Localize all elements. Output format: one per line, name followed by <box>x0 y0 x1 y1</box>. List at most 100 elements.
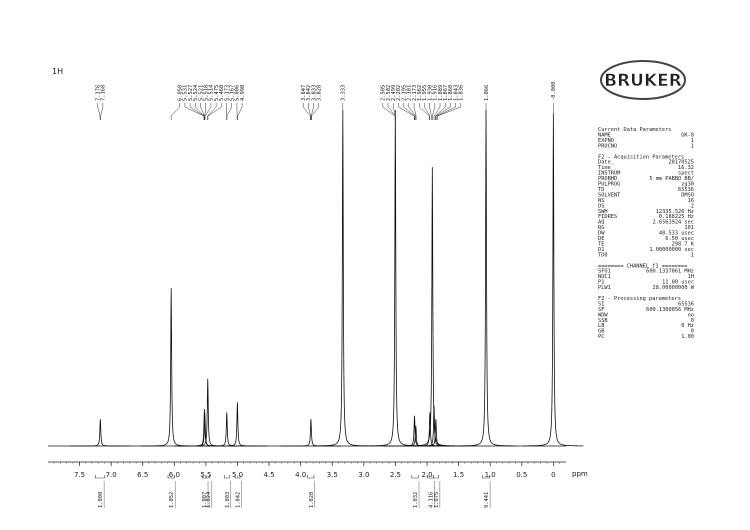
integral-bracket <box>205 475 211 479</box>
peak-label-leader <box>207 103 217 120</box>
integral-bracket <box>234 475 241 479</box>
integral-bracket <box>482 475 490 479</box>
parameter-value: 5 mm PABBO BB/ <box>649 176 694 182</box>
integral-bracket <box>167 475 175 479</box>
parameter-key: GB <box>598 329 604 335</box>
peak-label-leader <box>424 103 431 120</box>
parameter-value: 1 <box>691 143 694 149</box>
peak-label-leader <box>100 103 104 120</box>
parameter-value: 1 <box>691 252 694 258</box>
peak-label-leader <box>310 103 314 120</box>
parameter-value: 65536 <box>678 187 694 193</box>
parameter-key: DS <box>598 203 604 209</box>
peak-label-leader <box>170 103 180 120</box>
parameter-key: P1 <box>598 280 604 286</box>
x-tick-label: 1.0 <box>485 471 496 479</box>
peak-label: 6.050 <box>178 85 184 101</box>
parameter-value: 0 <box>691 318 694 324</box>
parameter-value: 0 Hz <box>681 323 694 329</box>
x-tick-label: 3.5 <box>327 471 338 479</box>
parameter-key: SSB <box>598 318 608 324</box>
peak-label-leader <box>413 103 417 120</box>
parameter-key: PROCNO <box>598 143 617 149</box>
x-tick-label: 0.5 <box>516 471 527 479</box>
peak-label-leader <box>207 103 222 120</box>
parameter-value: 2.6563924 sec <box>653 220 694 226</box>
integral-value: 1.075 <box>434 492 440 508</box>
peak-label-leader <box>432 103 436 120</box>
logo-ring <box>600 60 686 100</box>
integral-value: 1.052 <box>169 492 175 508</box>
parameter-key: D1 <box>598 247 604 253</box>
peak-label: 2.505 <box>381 85 387 101</box>
peak-label-leader <box>226 103 232 120</box>
parameter-key: SFO1 <box>598 269 611 275</box>
parameter-key: WDW <box>598 312 608 318</box>
peak-label: 5.468 <box>219 85 225 101</box>
parameter-value: 1.00000000 sec <box>649 247 694 253</box>
peak-label-leader <box>308 103 311 120</box>
peak-label: 5.527 <box>188 85 194 101</box>
peak-label-leader <box>403 103 415 120</box>
peak-label-leader <box>237 103 243 120</box>
parameter-key: Date_ <box>598 160 615 166</box>
parameter-key: LB <box>598 323 604 329</box>
parameter-key: TD <box>598 187 604 193</box>
parameter-key: PULPROG <box>598 182 620 188</box>
integral-value: 1.003 <box>225 492 231 508</box>
x-tick-label: 4.0 <box>295 471 306 479</box>
parameter-key: TD0 <box>598 252 608 258</box>
x-tick-label: 7.5 <box>74 471 85 479</box>
peak-label: 7.168 <box>101 85 107 101</box>
parameter-value: 0 <box>691 329 694 335</box>
parameter-key: PC <box>598 334 604 340</box>
peak-label-leader <box>436 103 456 120</box>
parameter-value: 1.00 <box>681 334 694 340</box>
parameter-key: SF <box>598 307 604 313</box>
peak-label: 2.195 <box>401 85 407 101</box>
peak-label: 1.955 <box>422 85 428 101</box>
peak-label: 1.916 <box>433 85 439 101</box>
x-tick-label: 2.5 <box>390 471 401 479</box>
parameter-value: 600.1337061 MHz <box>646 269 694 275</box>
integral-bracket <box>307 475 315 479</box>
parameter-key: EXPNO <box>598 138 614 144</box>
peak-label: 5.167 <box>230 85 236 101</box>
peak <box>405 419 466 447</box>
parameter-key: SI <box>598 301 604 307</box>
peak-label: 3.847 <box>301 85 307 101</box>
peak-label-leader <box>204 103 212 120</box>
integral-bracket <box>95 475 106 479</box>
peak-label-leader <box>398 103 415 120</box>
integral-bracket <box>433 475 439 479</box>
peak-label: 5.173 <box>224 85 230 101</box>
peak-label: 1.867 <box>443 85 449 101</box>
peak-label: 1.860 <box>448 85 454 101</box>
peak-label: 3.833 <box>311 85 317 101</box>
parameter-heading: F2 - Acquisition Parameters <box>598 154 684 160</box>
peak-label: 5.524 <box>193 85 199 101</box>
parameter-key: SOLVENT <box>598 192 621 198</box>
parameter-key: NAME <box>598 132 611 138</box>
parameter-value: 600.1300056 MHz <box>646 307 694 313</box>
x-tick-label: 4.5 <box>264 471 275 479</box>
parameter-key: NUC1 <box>598 274 611 280</box>
integral-value: 9.441 <box>484 492 490 508</box>
peak-label: -0.000 <box>551 82 557 101</box>
peak-label: 5.514 <box>209 85 215 101</box>
peak <box>207 402 268 447</box>
integral-value: 1.032 <box>413 492 419 508</box>
peak <box>70 419 131 447</box>
parameter-value: 16 <box>688 198 694 204</box>
peak-label-leader <box>408 103 416 120</box>
peak-label: 1.836 <box>459 85 465 101</box>
peak-label: 2.173 <box>412 85 418 101</box>
peak-label-leader <box>392 103 396 120</box>
peak-label-leader <box>435 103 446 120</box>
parameter-key: FIDRES <box>598 214 617 220</box>
logo-text: BRUKER <box>604 71 682 91</box>
parameter-value: 298.7 K <box>672 241 695 247</box>
parameter-value: 20170525 <box>668 160 694 166</box>
